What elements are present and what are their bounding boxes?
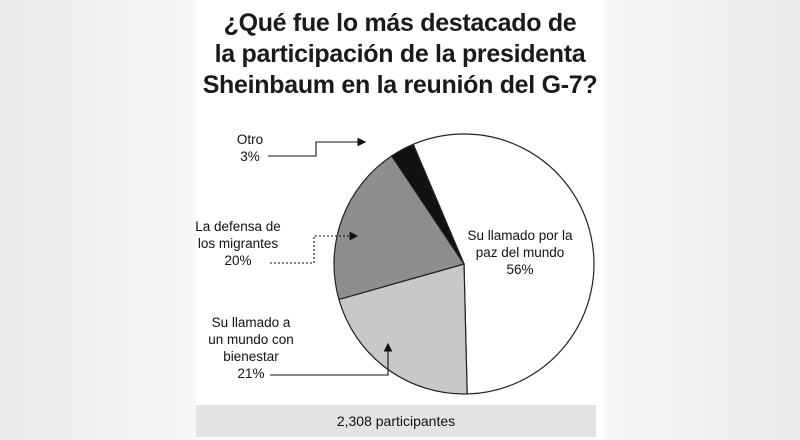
slice-label-line: paz del mundo (476, 245, 565, 260)
leader-line-other (268, 137, 367, 157)
slice-label-line: los migrantes (198, 236, 279, 251)
slice-label-peace: Su llamado por la paz del mundo 56% (467, 228, 573, 277)
pie-slice-wellbeing (338, 263, 468, 395)
title-line-3: Sheinbaum en la reunión del G-7? (202, 71, 598, 99)
pie-slice-peace (412, 133, 595, 395)
chart-title: ¿Qué fue lo más destacado de la particip… (196, 8, 604, 101)
slice-percent-migrants: 20% (224, 253, 251, 268)
leader-line-wellbeing (270, 342, 393, 376)
pie-slice-migrants (333, 155, 465, 301)
slice-label-line: un mundo con (208, 332, 294, 347)
slice-label-line: Su llamado por la (467, 228, 573, 243)
pie-leaders (268, 137, 393, 376)
slice-label-line: La defensa de (196, 219, 281, 234)
poll-card: ¿Qué fue lo más destacado de la particip… (196, 0, 604, 440)
pie-labels: Su llamado por la paz del mundo 56%Su llam… (196, 132, 573, 381)
pie-slices (333, 133, 595, 395)
slice-label-wellbeing: Su llamado a un mundo con bienestar 21% (208, 315, 294, 381)
slice-label-line: Su llamado a (212, 315, 291, 330)
title-line-1: ¿Qué fue lo más destacado de (223, 9, 577, 37)
slice-percent-other: 3% (240, 149, 260, 164)
pie-slice-other (390, 143, 465, 265)
slice-label-other: Otro 3% (237, 132, 263, 164)
slice-label-line: Otro (237, 132, 263, 147)
background-right (600, 0, 800, 440)
title-line-2: la participación de la presidenta (214, 40, 586, 68)
leader-line-migrants (270, 231, 359, 264)
slice-label-line: bienestar (223, 349, 279, 364)
participants-footer: 2,308 participantes (196, 405, 596, 437)
pie-chart: Su llamado por la paz del mundo 56%Su llam… (196, 132, 595, 395)
slice-label-migrants: La defensa de los migrantes 20% (196, 219, 281, 268)
slice-percent-wellbeing: 21% (237, 366, 264, 381)
slice-percent-peace: 56% (506, 262, 533, 277)
background-left (0, 0, 200, 440)
